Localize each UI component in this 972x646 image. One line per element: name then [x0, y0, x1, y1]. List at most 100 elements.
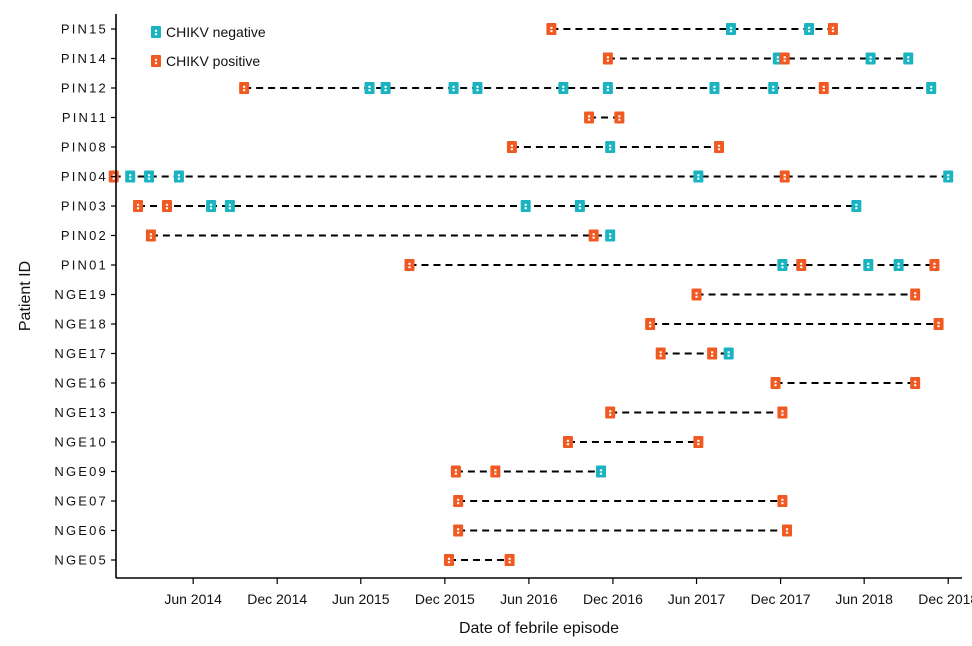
- episode-marker-positive-dot: [592, 233, 595, 236]
- episode-marker-negative-dot: [147, 174, 151, 177]
- episode-marker-positive-body: [588, 229, 599, 242]
- episode-marker-positive-dot: [609, 410, 612, 413]
- episode-marker-positive-body: [506, 141, 517, 153]
- episode-marker-negative-dot: [897, 262, 900, 265]
- episode-marker-positive-dot: [510, 144, 514, 147]
- episode-marker-negative: [777, 259, 788, 271]
- episode-marker-positive: [796, 259, 807, 271]
- y-tick-label: PIN12: [61, 81, 108, 96]
- episode-marker-negative-body: [558, 82, 569, 94]
- episode-marker-negative-dot: [606, 89, 609, 92]
- episode-marker-positive-body: [910, 288, 921, 301]
- episode-marker-positive-dot: [785, 531, 789, 534]
- episode-marker-negative: [768, 82, 779, 94]
- episode-marker-positive-dot: [822, 85, 825, 88]
- episode-marker-positive-dot: [800, 266, 803, 269]
- episode-marker-negative-dot: [697, 174, 700, 177]
- episode-marker-positive-dot: [914, 295, 917, 298]
- episode-marker-positive-body: [450, 465, 461, 478]
- episode-marker-positive-body: [453, 495, 464, 507]
- episode-marker-positive: [645, 318, 656, 330]
- episode-marker-positive-dot: [457, 531, 460, 534]
- episode-marker-positive-body: [145, 229, 156, 242]
- episode-marker-positive-dot: [243, 89, 246, 92]
- episode-marker-negative-dot: [177, 177, 181, 180]
- episode-marker-negative-dot: [713, 89, 716, 92]
- episode-marker-negative-dot: [930, 89, 933, 92]
- episode-marker-positive-dot: [136, 207, 140, 210]
- episode-marker-positive: [605, 406, 616, 419]
- episode-marker-negative-dot: [781, 262, 784, 265]
- y-tick-label: PIN01: [61, 258, 108, 273]
- episode-marker-negative-dot: [729, 26, 733, 29]
- episode-marker-negative-dot: [609, 148, 612, 151]
- episode-marker-negative-body: [125, 170, 136, 183]
- episode-marker-negative-dot: [476, 85, 479, 88]
- episode-marker-positive-dot: [136, 203, 140, 206]
- episode-marker-negative-dot: [368, 89, 371, 92]
- episode-marker-positive-body: [546, 23, 557, 35]
- episode-marker-positive: [827, 23, 838, 35]
- episode-marker-negative-body: [725, 23, 736, 35]
- x-tick-label: Jun 2016: [500, 591, 558, 607]
- episode-marker-positive-dot: [408, 262, 411, 265]
- episode-marker-positive: [779, 170, 790, 183]
- episode-marker-negative-dot: [209, 207, 213, 210]
- legend-label: CHIKV negative: [166, 24, 266, 40]
- episode-marker-positive-dot: [659, 351, 662, 354]
- episode-marker-positive-dot: [937, 325, 940, 328]
- episode-marker-positive-body: [777, 406, 788, 419]
- episode-marker-positive: [161, 200, 172, 212]
- episode-marker-negative-dot: [209, 203, 213, 206]
- episode-marker-negative-dot: [807, 26, 811, 29]
- episode-marker-negative: [605, 141, 616, 153]
- episode-marker-negative-dot: [476, 89, 479, 92]
- episode-marker-negative-dot: [384, 89, 387, 92]
- episode-marker-negative: [865, 52, 876, 65]
- episode-marker-positive-dot: [165, 207, 169, 210]
- legend-square-dot-marker-dot: [154, 29, 158, 32]
- episode-marker-positive-dot: [785, 528, 789, 531]
- episode-marker-positive-body: [443, 554, 454, 566]
- episode-marker-negative-dot: [907, 59, 910, 62]
- episode-marker-negative-body: [602, 82, 613, 94]
- episode-marker-positive: [504, 554, 515, 566]
- episode-marker-negative: [364, 82, 375, 94]
- episode-marker-positive-dot: [112, 177, 115, 180]
- episode-marker-negative-dot: [578, 203, 581, 206]
- episode-marker-negative-dot: [609, 233, 612, 236]
- episode-marker-positive-dot: [457, 498, 460, 501]
- episode-marker-negative-dot: [907, 56, 910, 59]
- episode-marker-positive-body: [562, 436, 573, 448]
- episode-marker-negative-dot: [727, 351, 730, 354]
- episode-marker-positive: [910, 377, 921, 389]
- episode-marker-positive-body: [161, 200, 172, 212]
- legend-square-dot-marker: [151, 55, 161, 67]
- episode-marker-positive-body: [714, 141, 725, 153]
- episode-marker-negative-body: [605, 229, 616, 242]
- episode-marker-positive-dot: [697, 443, 700, 446]
- episode-marker-negative: [173, 170, 184, 183]
- episode-marker-positive-dot: [592, 236, 595, 239]
- y-axis-title: Patient ID: [17, 261, 34, 331]
- episode-marker-negative-body: [448, 82, 459, 94]
- episode-marker-negative-dot: [855, 207, 858, 210]
- episode-marker-negative-dot: [869, 56, 872, 59]
- episode-marker-positive: [588, 229, 599, 242]
- episode-marker-positive-dot: [618, 118, 621, 121]
- legend-item: CHIKV negative: [151, 24, 266, 40]
- episode-marker-negative-body: [144, 170, 155, 183]
- x-tick-label: Dec 2015: [415, 591, 475, 607]
- episode-marker-positive: [453, 524, 464, 537]
- episode-marker-negative-dot: [781, 266, 784, 269]
- episode-marker-positive-dot: [149, 236, 153, 239]
- episode-marker-negative-dot: [147, 177, 151, 180]
- episode-marker-positive-dot: [149, 233, 153, 236]
- episode-marker-negative-dot: [897, 266, 900, 269]
- y-tick-label: PIN03: [61, 199, 108, 214]
- episode-marker-positive-dot: [587, 115, 591, 118]
- episode-marker-positive-dot: [937, 321, 940, 324]
- episode-marker-negative-body: [723, 347, 734, 360]
- episode-marker-negative-dot: [855, 203, 858, 206]
- episode-marker-negative-body: [903, 52, 914, 65]
